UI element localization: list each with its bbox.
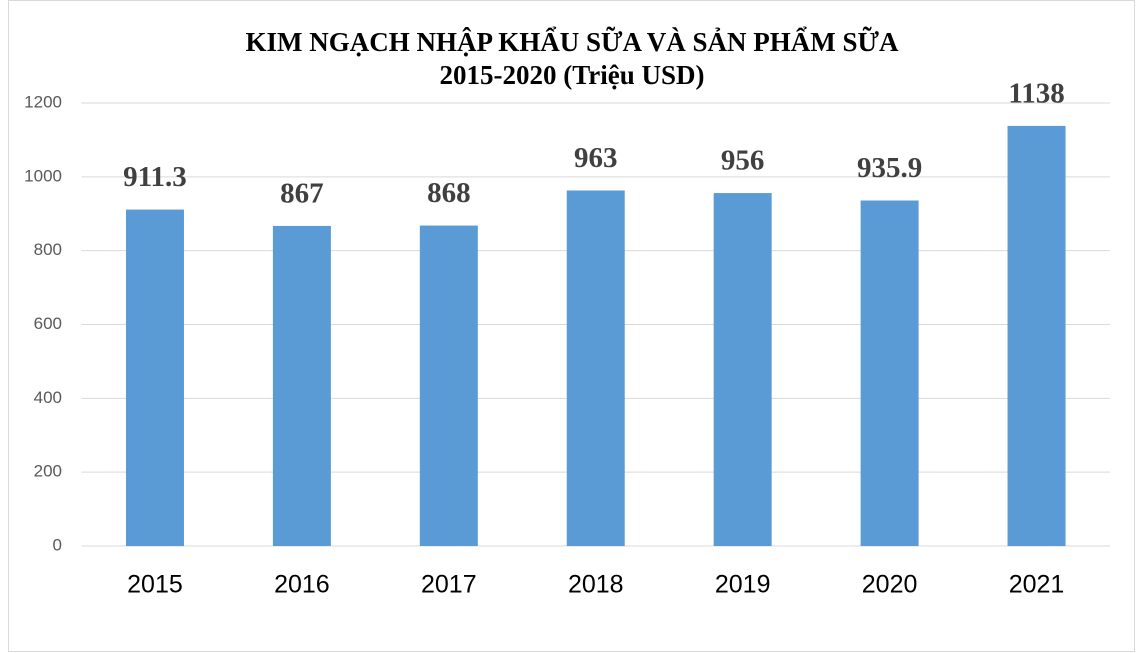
data-label: 935.9 [857,152,922,184]
x-tick-label: 2018 [568,571,624,599]
data-label: 911.3 [123,161,187,193]
y-tick-label: 600 [34,314,62,333]
x-tick-label: 2019 [715,571,771,599]
bar [272,225,331,546]
x-tick-label: 2016 [274,571,330,599]
y-tick-label: 1200 [24,92,62,111]
bar [419,225,478,546]
data-label: 956 [721,145,765,177]
bar [1007,125,1066,546]
data-label: 868 [427,177,471,209]
chart-title: KIM NGẠCH NHẬP KHẨU SỮA VÀ SẢN PHẨM SỮA [245,26,899,57]
y-tick-label: 200 [34,462,62,481]
x-tick-label: 2021 [1009,571,1065,599]
x-tick-label: 2020 [862,571,918,599]
bar [125,209,184,546]
data-label: 963 [574,142,618,174]
y-tick-label: 1000 [24,166,62,185]
data-label: 1138 [1008,78,1064,110]
bar [860,200,919,546]
x-tick-label: 2015 [127,571,183,599]
x-tick-label: 2017 [421,571,477,599]
chart-subtitle: 2015-2020 (Triệu USD) [440,60,705,90]
y-tick-label: 0 [53,535,62,554]
y-tick-label: 400 [34,388,62,407]
data-label: 867 [280,178,324,210]
y-tick-label: 800 [34,240,62,259]
bar [566,190,625,546]
bar [713,193,772,546]
